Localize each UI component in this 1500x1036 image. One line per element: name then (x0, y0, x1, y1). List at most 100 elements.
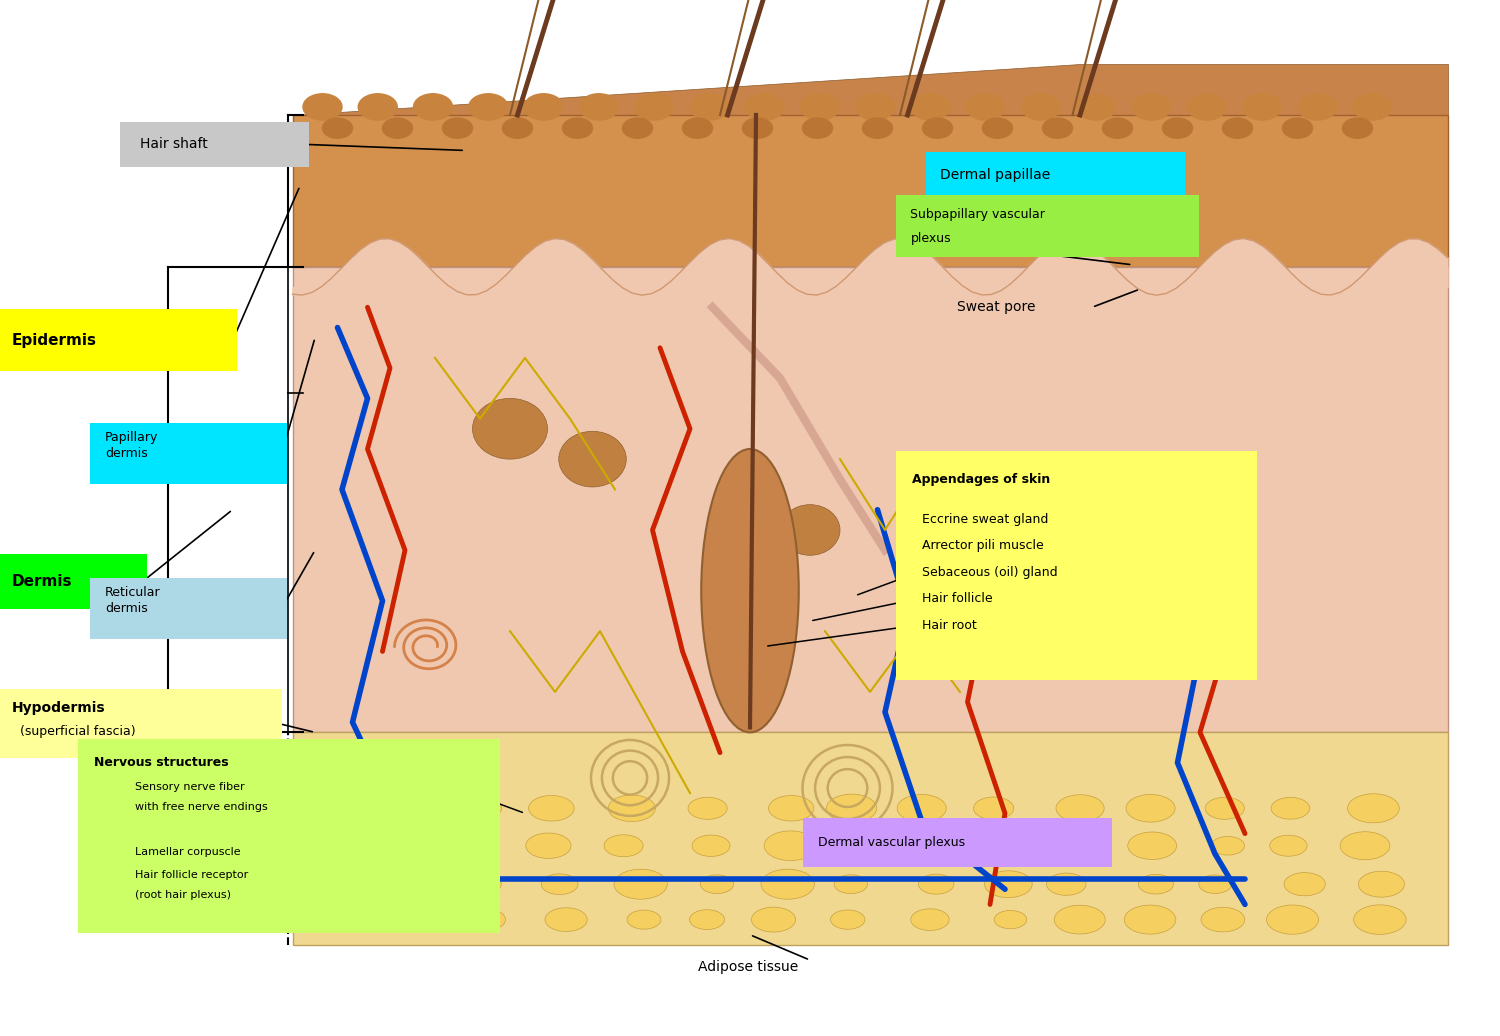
Ellipse shape (834, 874, 867, 894)
Text: Eccrine sweat gland: Eccrine sweat gland (922, 514, 1048, 526)
Ellipse shape (1212, 836, 1245, 855)
Ellipse shape (330, 799, 363, 817)
Ellipse shape (700, 449, 798, 732)
FancyBboxPatch shape (292, 115, 1448, 267)
FancyBboxPatch shape (120, 122, 309, 167)
Text: Dermal papillae: Dermal papillae (940, 168, 1050, 181)
Ellipse shape (614, 869, 668, 899)
Ellipse shape (1353, 904, 1406, 934)
Circle shape (1282, 118, 1312, 138)
Ellipse shape (700, 874, 734, 893)
Ellipse shape (830, 834, 870, 857)
Ellipse shape (752, 908, 795, 932)
Text: (superficial fascia): (superficial fascia) (20, 725, 135, 738)
Text: (root hair plexus): (root hair plexus) (135, 890, 231, 900)
Circle shape (579, 94, 618, 120)
Text: Adipose tissue: Adipose tissue (698, 960, 798, 974)
Ellipse shape (316, 870, 364, 898)
Ellipse shape (1047, 873, 1086, 895)
Ellipse shape (1269, 835, 1306, 856)
Text: Epidermis: Epidermis (12, 334, 98, 348)
Ellipse shape (464, 798, 501, 819)
Ellipse shape (380, 832, 429, 860)
Ellipse shape (454, 833, 500, 859)
Circle shape (910, 94, 950, 120)
Ellipse shape (1126, 795, 1174, 823)
Circle shape (322, 118, 352, 138)
Circle shape (690, 94, 729, 120)
Circle shape (1353, 94, 1392, 120)
Circle shape (303, 94, 342, 120)
Circle shape (1342, 118, 1372, 138)
Circle shape (966, 94, 1005, 120)
Ellipse shape (393, 906, 439, 932)
Ellipse shape (1053, 835, 1092, 857)
Ellipse shape (994, 911, 1026, 928)
Ellipse shape (1202, 908, 1245, 932)
Text: Dermal vascular plexus: Dermal vascular plexus (818, 836, 965, 850)
FancyBboxPatch shape (292, 267, 1448, 732)
Ellipse shape (918, 874, 954, 894)
Ellipse shape (1138, 874, 1173, 894)
Circle shape (414, 94, 453, 120)
Circle shape (855, 94, 894, 120)
Circle shape (622, 118, 652, 138)
Ellipse shape (544, 908, 588, 931)
Ellipse shape (764, 831, 818, 861)
Ellipse shape (528, 796, 574, 822)
Text: Hair shaft: Hair shaft (140, 138, 207, 151)
Ellipse shape (780, 505, 840, 555)
Ellipse shape (1128, 832, 1176, 860)
Circle shape (503, 118, 532, 138)
Circle shape (1162, 118, 1192, 138)
Circle shape (862, 118, 892, 138)
Circle shape (801, 94, 840, 120)
FancyBboxPatch shape (90, 423, 286, 485)
Circle shape (742, 118, 772, 138)
Ellipse shape (1206, 798, 1245, 819)
Circle shape (1022, 94, 1060, 120)
Text: Sensory nerve fiber: Sensory nerve fiber (135, 782, 244, 793)
Circle shape (1298, 94, 1336, 120)
Text: Sebaceous (oil) gland: Sebaceous (oil) gland (922, 566, 1058, 579)
Text: Lamellar corpuscle: Lamellar corpuscle (135, 846, 240, 857)
Ellipse shape (526, 833, 572, 859)
Polygon shape (292, 64, 1448, 115)
FancyBboxPatch shape (802, 818, 1112, 867)
Circle shape (982, 118, 1012, 138)
Ellipse shape (328, 909, 369, 931)
Ellipse shape (968, 832, 1017, 860)
Text: Reticular
dermis: Reticular dermis (105, 586, 160, 615)
Ellipse shape (1340, 832, 1390, 860)
Circle shape (1186, 94, 1225, 120)
Ellipse shape (1054, 905, 1106, 934)
Ellipse shape (984, 871, 1032, 897)
Ellipse shape (897, 795, 946, 823)
Ellipse shape (768, 796, 814, 821)
Ellipse shape (312, 836, 346, 856)
Text: Hair follicle receptor: Hair follicle receptor (135, 870, 249, 880)
Circle shape (382, 118, 412, 138)
Circle shape (442, 118, 472, 138)
Text: Hypodermis: Hypodermis (12, 701, 105, 715)
FancyBboxPatch shape (896, 195, 1198, 257)
Circle shape (1042, 118, 1072, 138)
FancyBboxPatch shape (896, 451, 1257, 680)
Text: Hair root: Hair root (922, 618, 978, 632)
Circle shape (1222, 118, 1252, 138)
FancyBboxPatch shape (926, 152, 1185, 197)
FancyBboxPatch shape (0, 310, 237, 371)
Ellipse shape (690, 910, 724, 929)
FancyBboxPatch shape (292, 732, 1448, 945)
Circle shape (922, 118, 952, 138)
Ellipse shape (910, 909, 950, 930)
Ellipse shape (974, 797, 1014, 819)
Ellipse shape (604, 835, 644, 857)
Text: Appendages of skin: Appendages of skin (912, 472, 1050, 486)
Circle shape (1102, 118, 1132, 138)
Ellipse shape (1198, 875, 1231, 893)
Circle shape (746, 94, 784, 120)
FancyBboxPatch shape (90, 577, 286, 639)
Ellipse shape (472, 399, 548, 459)
Text: with free nerve endings: with free nerve endings (135, 802, 267, 812)
